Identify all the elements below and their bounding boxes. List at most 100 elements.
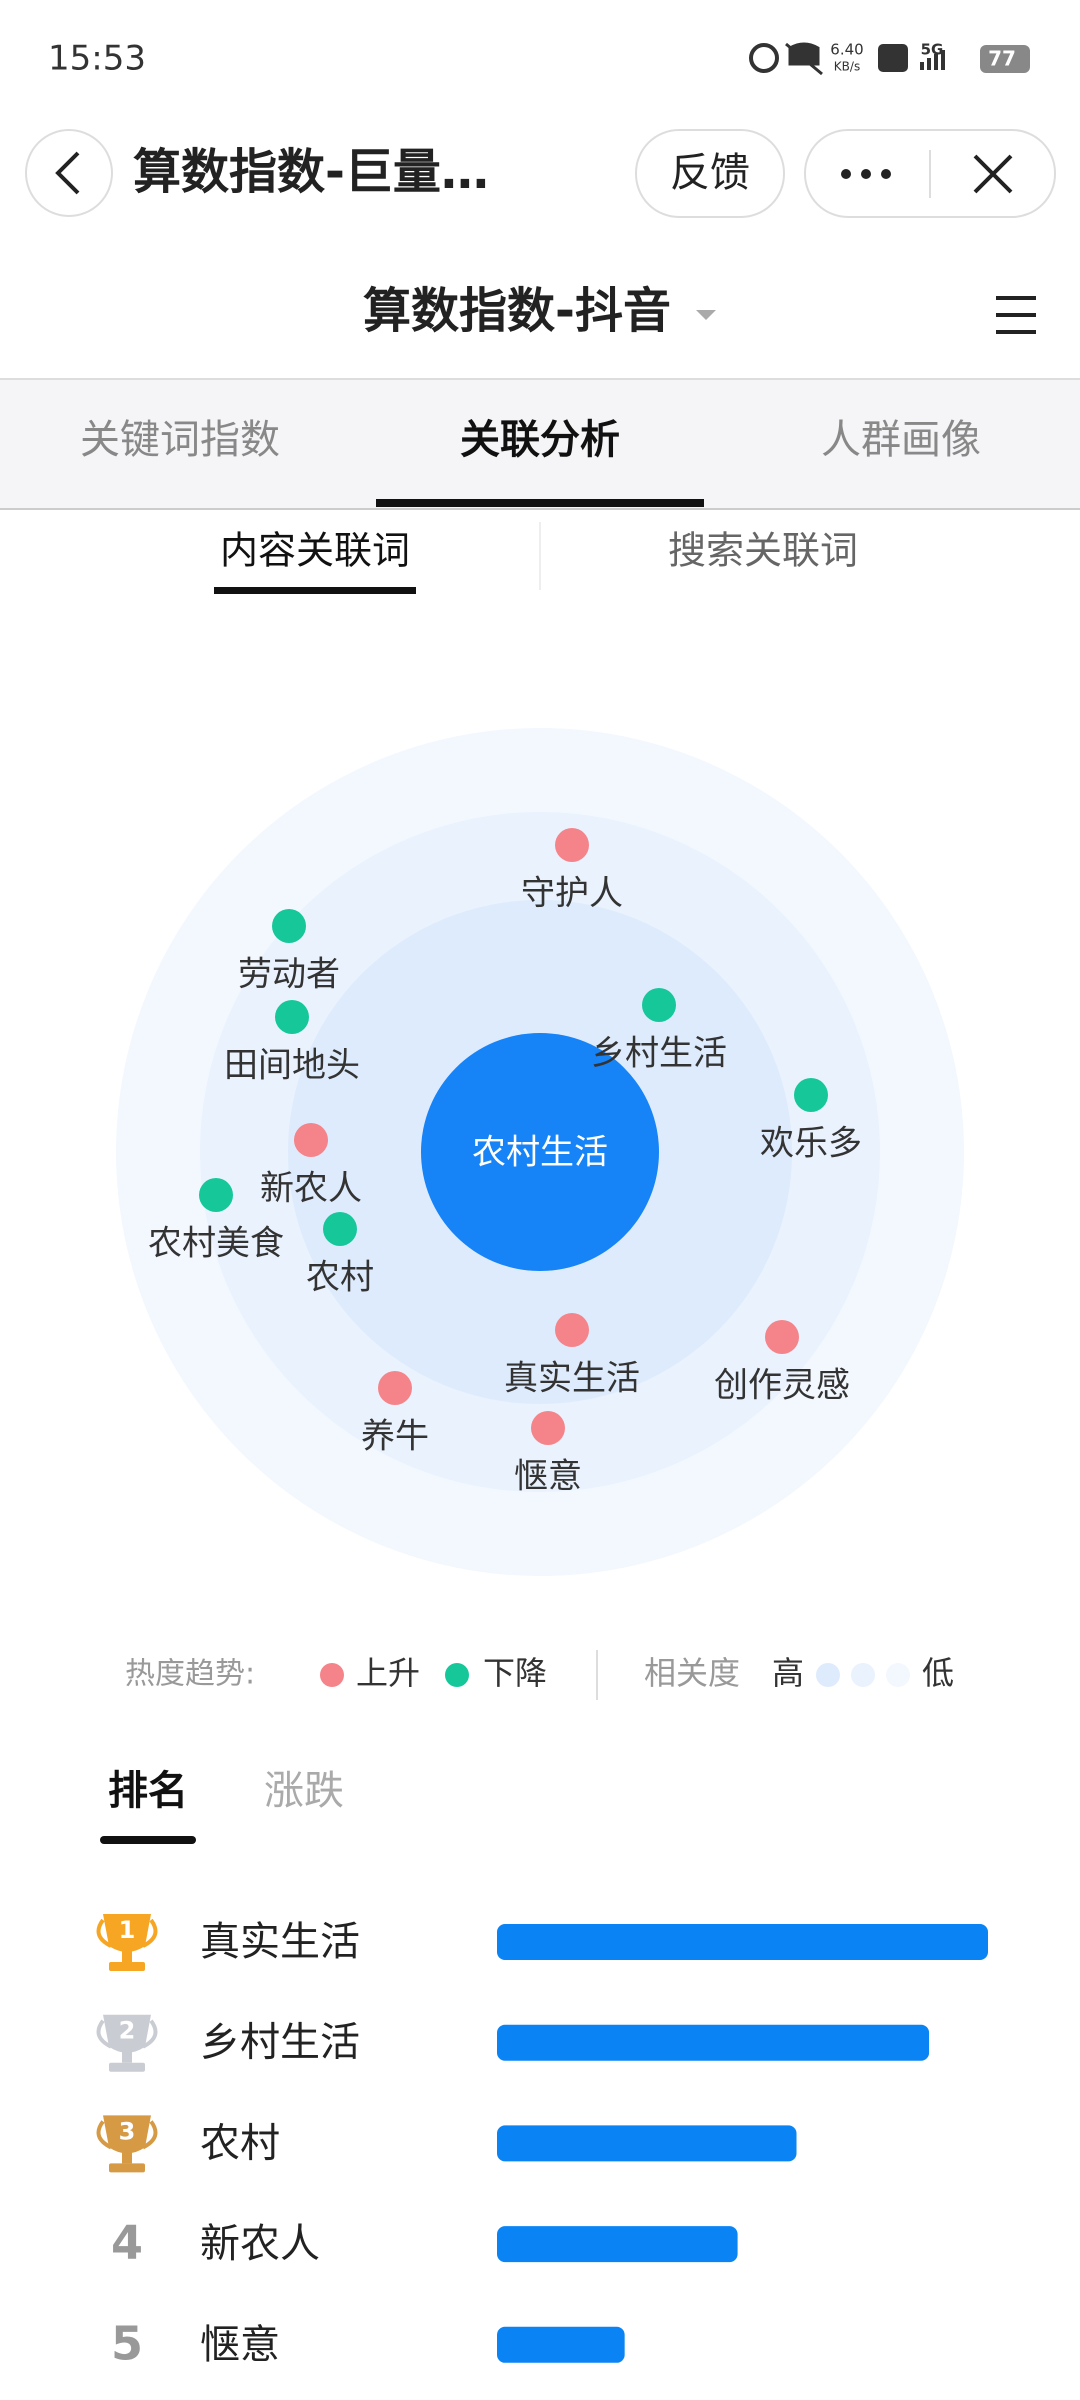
trophy-icon: 1 xyxy=(96,1914,158,1971)
tab-indicator xyxy=(376,499,704,507)
node-dot[interactable] xyxy=(555,1313,589,1347)
dropdown-icon[interactable] xyxy=(696,310,716,320)
subtab[interactable]: 搜索关联词 xyxy=(668,529,858,573)
feedback-label: 反馈 xyxy=(670,150,750,196)
rank-number: 1 xyxy=(119,1916,136,1944)
ranking-bar xyxy=(497,2226,738,2263)
node-dot[interactable] xyxy=(765,1320,799,1354)
mute-icon xyxy=(785,42,823,76)
legend-title: 相关度 xyxy=(644,1654,740,1692)
rank-number: 2 xyxy=(119,2017,136,2045)
back-icon xyxy=(55,151,80,195)
trophy-icon: 2 xyxy=(96,2014,158,2072)
node-label[interactable]: 惬意 xyxy=(514,1457,582,1497)
node-label[interactable]: 守护人 xyxy=(521,874,623,914)
legend-label: 低 xyxy=(922,1654,954,1692)
ranking-label[interactable]: 惬意 xyxy=(200,2322,280,2368)
node-label[interactable]: 乡村生活 xyxy=(591,1034,727,1074)
trophy-stem xyxy=(122,1950,132,1962)
node-dot[interactable] xyxy=(199,1178,233,1212)
site-title[interactable]: 算数指数-抖音 xyxy=(363,283,671,339)
rank-number: 4 xyxy=(111,2216,143,2270)
node-dot[interactable] xyxy=(642,988,676,1022)
legend-label: 下降 xyxy=(483,1654,547,1692)
subtab-indicator xyxy=(214,587,416,594)
net-speed: 6.40 xyxy=(830,41,863,59)
trophy-base xyxy=(109,1962,145,1971)
node-label[interactable]: 农村 xyxy=(306,1258,374,1298)
legend-dot xyxy=(851,1663,875,1687)
ranking-label[interactable]: 真实生活 xyxy=(200,1919,360,1965)
trophy-cup xyxy=(103,2014,151,2053)
ranking-label[interactable]: 新农人 xyxy=(200,2221,320,2267)
status-time: 15:53 xyxy=(48,39,146,79)
node-dot[interactable] xyxy=(555,828,589,862)
trophy-stem xyxy=(122,2151,132,2164)
page-title: 算数指数-巨量… xyxy=(133,144,489,200)
node-label[interactable]: 真实生活 xyxy=(504,1359,640,1399)
center-node xyxy=(421,1033,659,1271)
node-dot[interactable] xyxy=(294,1123,328,1157)
node-dot[interactable] xyxy=(323,1212,357,1246)
battery-icon xyxy=(980,45,1030,73)
ranking-tab[interactable]: 排名 xyxy=(108,1768,188,1814)
signal xyxy=(941,50,945,70)
trophy-base xyxy=(109,2163,145,2173)
node-dot[interactable] xyxy=(275,1000,309,1034)
menu-button[interactable] xyxy=(996,296,1036,334)
feedback-button[interactable] xyxy=(635,129,785,218)
signal xyxy=(934,54,938,70)
node-dot[interactable] xyxy=(794,1078,828,1112)
node-label[interactable]: 农村美食 xyxy=(148,1224,284,1264)
node-label[interactable]: 欢乐多 xyxy=(760,1124,862,1164)
trophy-cup xyxy=(103,2115,151,2154)
alarm-icon xyxy=(749,43,779,73)
ranking-tab[interactable]: 涨跌 xyxy=(264,1768,344,1814)
tab[interactable]: 关联分析 xyxy=(460,417,620,463)
node-dot[interactable] xyxy=(531,1411,565,1445)
legend-title: 热度趋势: xyxy=(125,1657,255,1692)
legend-dot xyxy=(320,1663,344,1687)
center-label: 农村生活 xyxy=(472,1133,608,1173)
trophy-stem xyxy=(122,2050,132,2063)
node-dot[interactable] xyxy=(272,909,306,943)
node-label[interactable]: 养牛 xyxy=(361,1417,429,1457)
tab-bar xyxy=(0,379,1080,510)
rank-number: 3 xyxy=(119,2117,136,2145)
network: 5G xyxy=(921,41,944,59)
trophy-icon: 3 xyxy=(96,2115,158,2173)
tab[interactable]: 人群画像 xyxy=(821,417,981,463)
trophy-handles xyxy=(96,1918,158,1948)
node-label[interactable]: 劳动者 xyxy=(238,955,340,995)
more-button[interactable] xyxy=(841,169,891,179)
legend-dot xyxy=(886,1663,910,1687)
ranking-bar xyxy=(497,2326,625,2363)
ranking-bar xyxy=(497,2125,797,2162)
close-button[interactable] xyxy=(973,154,1013,194)
legend-label: 高 xyxy=(772,1654,804,1692)
ranking-label[interactable]: 农村 xyxy=(200,2120,280,2166)
ranking-tab-indicator xyxy=(100,1836,196,1844)
trophy-cup xyxy=(103,1914,151,1952)
rank-number: 5 xyxy=(111,2316,143,2370)
back-button[interactable] xyxy=(25,129,113,217)
legend-dot xyxy=(816,1663,840,1687)
battery-level: 77 xyxy=(988,47,1016,71)
node-label[interactable]: 创作灵感 xyxy=(714,1366,850,1406)
hd-icon xyxy=(878,44,908,72)
net-unit: KB/s xyxy=(834,60,860,74)
node-dot[interactable] xyxy=(378,1371,412,1405)
signal xyxy=(920,62,924,70)
tab[interactable]: 关键词指数 xyxy=(80,417,280,463)
node-label[interactable]: 新农人 xyxy=(260,1169,362,1209)
node-label[interactable]: 田间地头 xyxy=(224,1046,360,1086)
ranking-bar xyxy=(497,2024,930,2061)
ranking-label[interactable]: 乡村生活 xyxy=(200,2020,360,2066)
trophy-base xyxy=(109,2062,145,2072)
legend-dot xyxy=(445,1663,469,1687)
ranking-bar xyxy=(497,1924,988,1960)
signal xyxy=(927,58,931,70)
subtab[interactable]: 内容关联词 xyxy=(220,529,410,573)
legend-label: 上升 xyxy=(356,1654,420,1692)
